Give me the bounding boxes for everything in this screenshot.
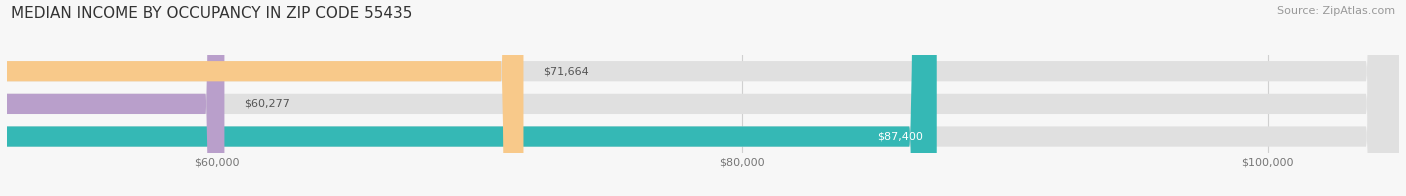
Text: $71,664: $71,664 bbox=[543, 66, 589, 76]
Text: $60,277: $60,277 bbox=[243, 99, 290, 109]
FancyBboxPatch shape bbox=[0, 0, 523, 196]
Text: Source: ZipAtlas.com: Source: ZipAtlas.com bbox=[1277, 6, 1395, 16]
FancyBboxPatch shape bbox=[0, 0, 225, 196]
Text: MEDIAN INCOME BY OCCUPANCY IN ZIP CODE 55435: MEDIAN INCOME BY OCCUPANCY IN ZIP CODE 5… bbox=[11, 6, 412, 21]
FancyBboxPatch shape bbox=[0, 0, 936, 196]
Text: $87,400: $87,400 bbox=[877, 132, 922, 142]
